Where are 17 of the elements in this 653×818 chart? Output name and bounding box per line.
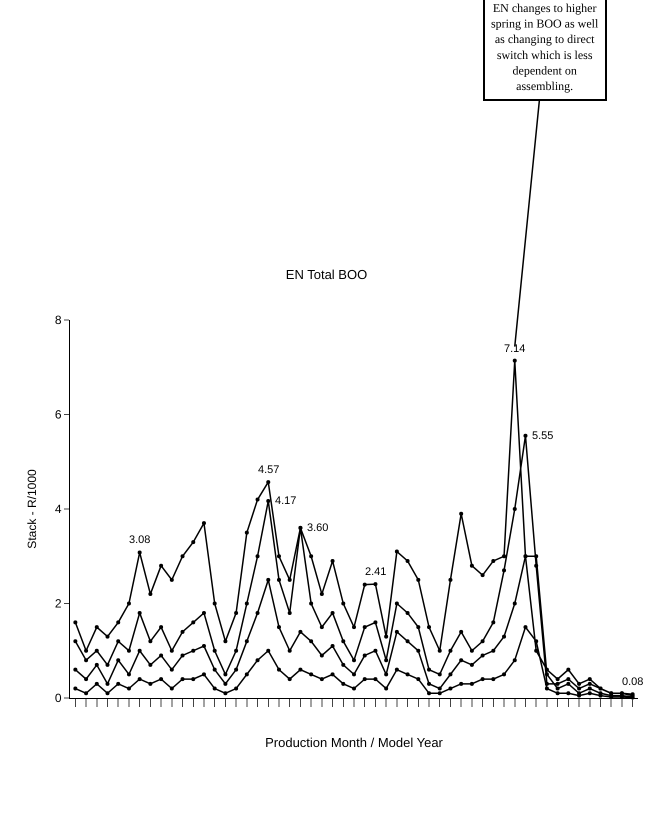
chart-title: EN Total BOO bbox=[286, 267, 368, 282]
data-label: 4.57 bbox=[258, 464, 280, 476]
text: EN changes to higher spring in BOO as well as changing to direct switch which is less dependent on assembling. bbox=[491, 1, 599, 93]
data-label: 5.55 bbox=[532, 430, 554, 442]
y-axis-title: Stack - R/1000 bbox=[25, 468, 39, 549]
y-tick-label: 8 bbox=[54, 313, 62, 328]
data-label: 3.08 bbox=[129, 534, 150, 546]
y-tick-label: 6 bbox=[54, 408, 62, 422]
data-label: 2.41 bbox=[365, 566, 386, 578]
data-label: 3.60 bbox=[307, 522, 328, 534]
y-tick-label: 2 bbox=[54, 596, 62, 611]
y-tick-label: 4 bbox=[54, 502, 62, 516]
data-label: 0.08 bbox=[622, 676, 644, 688]
x-axis-title: Production Month / Model Year bbox=[265, 735, 444, 750]
data-label: 4.17 bbox=[275, 495, 296, 507]
data-label: 7.14 bbox=[504, 343, 526, 355]
y-tick-label: 0 bbox=[54, 691, 62, 706]
